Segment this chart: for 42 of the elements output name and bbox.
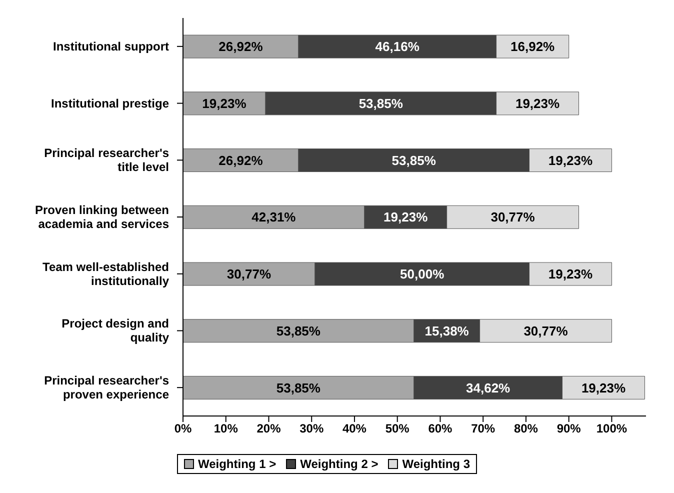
legend-label: Weighting 1 > (198, 457, 276, 471)
data-label: 53,85% (276, 380, 321, 396)
data-label: 19,23% (202, 96, 247, 112)
data-label: 53,85% (358, 96, 404, 112)
y-tick-label: Institutional prestige (50, 96, 170, 110)
data-label: 19,23% (581, 380, 626, 396)
data-label: 53,85% (276, 323, 321, 338)
data-label: 26,92% (218, 152, 264, 168)
data-label: 30,77% (524, 323, 568, 338)
data-label: 46,16% (375, 39, 420, 54)
data-label: 19,23% (548, 152, 593, 168)
data-label: 50,00% (400, 266, 445, 282)
y-tick-label: Institutional support (53, 39, 169, 54)
x-tick-label: 100% (596, 422, 628, 436)
legend-label: Weighting 3 (402, 457, 470, 471)
data-label: 30,77% (226, 266, 272, 282)
y-tick-label: Team well-established institutionally (42, 260, 170, 288)
data-label: 19,23% (515, 96, 560, 112)
y-tick-label: Principal researcher's title level (44, 146, 170, 174)
y-tick-label: Principal researcher's proven experience (44, 374, 170, 402)
x-tick-label: 90% (556, 422, 582, 436)
data-label: 26,92% (218, 39, 264, 54)
x-tick-label: 80% (514, 422, 538, 436)
y-tick-label: Project design and quality (62, 316, 170, 345)
data-label: 34,62% (466, 380, 511, 396)
x-tick-label: 10% (214, 422, 238, 436)
data-label: 19,23% (384, 210, 428, 225)
data-label: 16,92% (510, 39, 556, 54)
legend-label: Weighting 2 > (300, 457, 378, 471)
x-tick-label: 20% (256, 422, 282, 436)
y-tick-label: Proven linking between academia and services (34, 203, 170, 231)
data-label: 19,23% (548, 266, 593, 282)
x-tick-label: 50% (385, 422, 410, 436)
x-tick-label: 0% (174, 422, 192, 436)
x-tick-label: 60% (428, 422, 453, 436)
x-tick-label: 30% (300, 422, 324, 436)
x-tick-label: 40% (342, 422, 367, 436)
x-tick-label: 70% (471, 422, 496, 436)
data-label: 53,85% (392, 152, 436, 168)
data-label: 42,31% (252, 210, 296, 225)
data-label: 30,77% (490, 210, 536, 225)
data-label: 15,38% (424, 323, 470, 338)
